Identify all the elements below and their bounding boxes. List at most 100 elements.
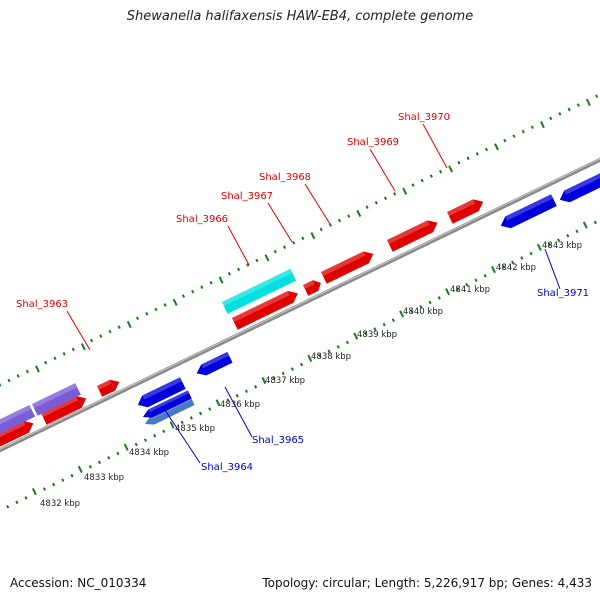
- gene-shal-3970-arrow[interactable]: [447, 196, 486, 224]
- gene-label-shal-3963[interactable]: Shal_3963: [16, 299, 68, 310]
- gene-shal-3965[interactable]: [194, 351, 233, 379]
- gene-shal-3963b-arrow[interactable]: [97, 376, 122, 397]
- minor-tick: [338, 218, 342, 223]
- minor-tick: [107, 456, 111, 460]
- gene-shal-3967-arrow[interactable]: [303, 278, 324, 296]
- gene-shal-3968[interactable]: [321, 248, 376, 284]
- gene-cyan-shine: [222, 268, 293, 307]
- gene-purple-a[interactable]: [0, 404, 36, 437]
- minor-tick: [189, 416, 193, 420]
- gene-shal-3968-arrow[interactable]: [321, 248, 376, 284]
- major-tick: [31, 488, 37, 496]
- gene-label-shal-3966[interactable]: Shal_3966: [176, 214, 228, 225]
- scale-label-4834: 4834 kbp: [129, 448, 169, 458]
- minor-tick: [226, 398, 230, 402]
- gene-label-shal-3965[interactable]: Shal_3965: [252, 435, 304, 446]
- minor-tick: [53, 356, 57, 361]
- minor-tick: [549, 116, 553, 121]
- gene-shal-3971[interactable]: [557, 172, 600, 205]
- minor-tick: [61, 478, 65, 482]
- gene-shal-3969-arrow[interactable]: [387, 217, 440, 252]
- gene-shal-3965-shine: [201, 351, 230, 369]
- gene-shal-3964b[interactable]: [141, 390, 192, 421]
- gene-shal-3965-a-shine: [142, 377, 182, 400]
- gene-shal-3965-a-arrow[interactable]: [135, 377, 186, 410]
- gene-purple-b-shine: [32, 383, 78, 409]
- gene-shal-3962-a-arrow[interactable]: [0, 417, 36, 449]
- gene-shal-3967[interactable]: [303, 278, 324, 296]
- gene-purple-b-arrow[interactable]: [32, 383, 81, 416]
- minor-tick: [273, 249, 277, 254]
- gene-shal-3964b-arrow[interactable]: [141, 390, 192, 421]
- gene-purple-a-shine: [0, 404, 32, 430]
- minor-tick: [521, 129, 525, 134]
- gene-shal-3963[interactable]: [41, 393, 89, 425]
- minor-tick: [383, 196, 388, 201]
- scale-label-4839: 4839 kbp: [357, 330, 397, 340]
- minor-tick: [237, 267, 241, 272]
- minor-tick: [24, 496, 28, 500]
- major-tick: [448, 165, 454, 173]
- major-tick: [536, 243, 542, 251]
- minor-tick: [529, 251, 533, 256]
- gene-label-shal-3969[interactable]: Shal_3969: [347, 137, 399, 148]
- minor-tick: [88, 464, 92, 469]
- gene-shal-3971-a[interactable]: [498, 194, 557, 231]
- gene-label-shal-3964[interactable]: Shal_3964: [201, 462, 253, 473]
- label-leader-lines: [66, 123, 561, 464]
- gene-label-shal-3968[interactable]: Shal_3968: [259, 172, 311, 183]
- gene-shal-3963-arrow[interactable]: [41, 393, 89, 425]
- gene-shal-3971-arrow[interactable]: [557, 172, 600, 205]
- minor-tick: [209, 280, 213, 285]
- minor-tick: [503, 138, 507, 143]
- upper-tick-track: [0, 94, 599, 387]
- minor-tick: [7, 378, 11, 383]
- minor-tick: [108, 329, 112, 334]
- scale-label-4832: 4832 kbp: [40, 499, 80, 509]
- gene-purple-b[interactable]: [32, 383, 81, 416]
- minor-tick: [208, 407, 212, 411]
- minor-tick: [429, 174, 433, 178]
- minor-tick: [272, 376, 276, 380]
- minor-tick: [254, 385, 258, 389]
- scale-label-4836: 4836 kbp: [220, 400, 260, 410]
- gene-label-shal-3970[interactable]: Shal_3970: [398, 112, 450, 123]
- gene-cyan[interactable]: [222, 268, 297, 314]
- major-tick: [356, 209, 362, 218]
- minor-tick: [44, 360, 48, 365]
- gene-shal-3963b[interactable]: [97, 376, 122, 397]
- gene-shal-3964-arrow[interactable]: [143, 396, 195, 428]
- genome-backbone-highlight: [0, 158, 600, 450]
- minor-tick: [420, 178, 424, 183]
- gene-shal-3966[interactable]: [232, 288, 301, 330]
- gene-purple-a-arrow[interactable]: [0, 404, 36, 437]
- minor-tick: [235, 393, 239, 398]
- leader-shal-3963: [66, 310, 91, 351]
- gene-label-shal-3971[interactable]: Shal_3971: [537, 288, 589, 299]
- gene-shal-3970[interactable]: [447, 196, 486, 224]
- gene-cyan-arrow[interactable]: [222, 268, 297, 314]
- minor-tick: [117, 325, 121, 329]
- gene-shal-3971-a-arrow[interactable]: [498, 194, 557, 231]
- minor-tick: [520, 256, 524, 260]
- minor-tick: [345, 340, 349, 345]
- minor-tick: [593, 220, 597, 225]
- gene-shal-3962-a[interactable]: [0, 417, 36, 449]
- gene-shal-3965-arrow[interactable]: [194, 351, 233, 379]
- gene-shal-3965-a[interactable]: [135, 377, 186, 410]
- minor-tick: [97, 460, 102, 465]
- minor-tick: [244, 389, 248, 394]
- minor-tick: [365, 205, 369, 209]
- major-tick: [35, 365, 40, 373]
- minor-tick: [227, 272, 231, 276]
- major-tick: [218, 276, 224, 284]
- minor-tick: [52, 482, 56, 487]
- gene-shal-3969[interactable]: [387, 217, 440, 252]
- scale-label-4837: 4837 kbp: [265, 376, 305, 386]
- minor-tick: [71, 347, 75, 352]
- minor-tick: [530, 125, 534, 130]
- gene-label-shal-3967[interactable]: Shal_3967: [221, 191, 273, 202]
- leader-shal-3965: [224, 386, 253, 438]
- gene-shal-3966-arrow[interactable]: [232, 288, 301, 330]
